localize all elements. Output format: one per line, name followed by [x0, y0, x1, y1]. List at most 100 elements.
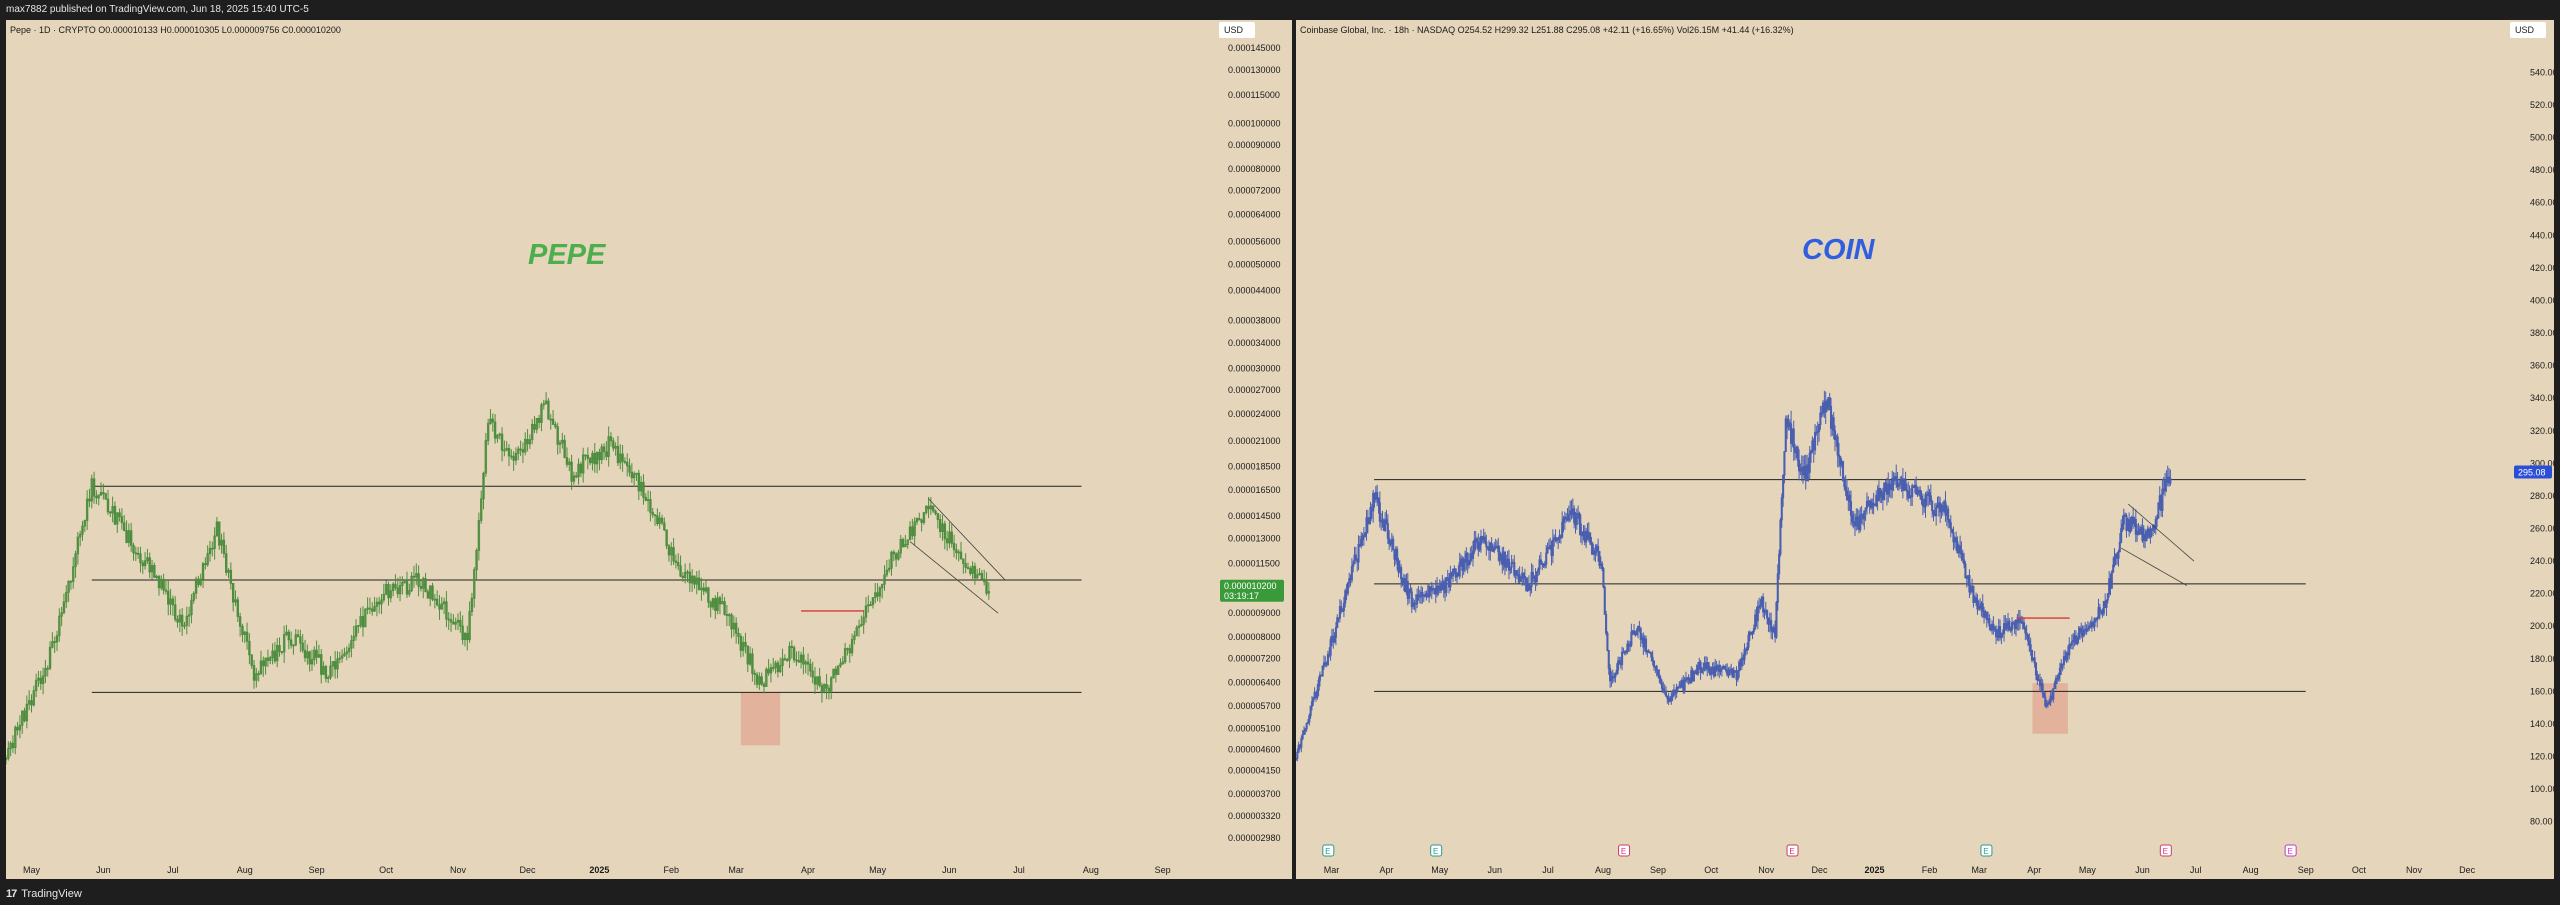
pepe-candle-body	[639, 481, 643, 492]
pepe-candle-body	[289, 639, 293, 646]
pepe-x-tick-label: Jun	[942, 865, 957, 875]
pepe-candle-body	[255, 673, 258, 681]
coin-candle-body	[1872, 502, 1875, 505]
pepe-candle-body	[111, 505, 114, 514]
coin-candle-body	[1309, 705, 1312, 717]
coin-chart-pane[interactable]: 540.00 520.00 500.00 480.00 460.00 440.00 420.…	[1296, 20, 2554, 879]
pepe-candle-body	[987, 591, 991, 594]
pepe-candle-body	[412, 575, 416, 578]
coin-candle-body	[1696, 665, 1699, 675]
pepe-candle-body	[222, 539, 226, 555]
pepe-y-tick-label: 0.000016500	[1228, 485, 1281, 495]
pepe-candle-body	[125, 530, 128, 543]
pepe-candle-body	[663, 522, 666, 531]
pepe-candle-body	[461, 625, 464, 641]
pepe-currency-button[interactable]: USD	[1219, 22, 1256, 38]
pepe-candle-body	[60, 612, 63, 617]
coin-candle-body	[1342, 602, 1345, 611]
coin-candle-body	[1907, 490, 1910, 499]
coin-candle-body	[1935, 507, 1938, 517]
coin-candle-body	[1928, 492, 1931, 497]
pepe-candle-body	[46, 667, 49, 670]
pepe-candle-body	[368, 607, 372, 610]
coin-candle-body	[1932, 510, 1935, 515]
pepe-candle-body	[227, 569, 230, 573]
pepe-x-tick-label: 2025	[589, 865, 609, 875]
pepe-candle-body	[774, 662, 777, 669]
pepe-candle-body	[120, 516, 124, 524]
pepe-y-tick-label: 0.000064000	[1228, 209, 1281, 219]
pepe-candle-body	[482, 472, 485, 500]
pepe-candle-body	[250, 654, 253, 666]
tradingview-logo[interactable]: 17 TradingView	[6, 888, 82, 900]
pepe-candle-body	[762, 683, 766, 687]
coin-chart-svg[interactable]: 540.00 520.00 500.00 480.00 460.00 440.00 420.…	[1296, 20, 2554, 879]
coin-candle-body	[1687, 677, 1690, 680]
pepe-y-tick-label: 0.000014500	[1228, 511, 1281, 521]
pepe-candle-body	[99, 492, 103, 496]
pepe-candle-body	[980, 573, 984, 580]
coin-candle-body	[1491, 550, 1495, 552]
coin-candle-body	[1353, 554, 1356, 565]
coin-candle-body	[1743, 649, 1746, 661]
pepe-candle-body	[823, 684, 826, 693]
pepe-candle-body	[65, 591, 68, 603]
pepe-candle-body	[945, 538, 949, 544]
pepe-y-tick-label: 0.000003320	[1228, 811, 1281, 821]
pepe-candle-body	[426, 591, 430, 599]
coin-currency-button[interactable]: USD	[2510, 22, 2547, 38]
coin-candle-body	[2082, 629, 2085, 637]
pepe-candle-body	[475, 550, 478, 571]
coin-candle-body	[2112, 564, 2115, 573]
coin-candle-body	[1723, 665, 1726, 670]
coin-candle-body	[1851, 514, 1854, 523]
pepe-candle-body	[343, 653, 346, 657]
coin-candle-body	[2145, 531, 2148, 542]
pepe-candle-body	[755, 674, 759, 685]
coin-candle-body	[1904, 480, 1907, 491]
pepe-y-tick-label: 0.000050000	[1228, 260, 1281, 270]
pepe-chart-svg[interactable]: 0.000145000 0.000130000 0.000115000 0.00010…	[6, 20, 1292, 879]
pepe-candle-body	[303, 649, 307, 659]
coin-candle-body	[1756, 606, 1759, 622]
pepe-y-tick-label: 0.000027000	[1228, 385, 1281, 395]
pepe-candle-body	[528, 439, 532, 445]
coin-candle-body	[1647, 650, 1650, 653]
coin-candle-body	[1388, 537, 1391, 544]
pepe-candle-body	[282, 634, 286, 653]
pepe-candle-body	[324, 666, 328, 679]
pepe-highlight-box	[740, 692, 781, 746]
pepe-chart-pane[interactable]: 0.000145000 0.000130000 0.000115000 0.00010…	[6, 20, 1292, 879]
pepe-candle-body	[169, 598, 172, 605]
coin-candle-body	[1310, 701, 1314, 707]
pepe-candle-body	[811, 670, 814, 678]
pepe-y-tick-label: 0.000115000	[1228, 90, 1280, 100]
coin-candle-body	[1998, 626, 2002, 638]
pepe-candle-body	[962, 558, 965, 564]
coin-candle-body	[1707, 662, 1710, 670]
coin-y-tick-label: 240.00	[2530, 556, 2554, 566]
coin-candle-body	[1352, 563, 1355, 567]
coin-y-tick-label: 180.00	[2530, 654, 2554, 664]
pepe-candle-body	[473, 569, 476, 599]
pepe-candle-body	[123, 522, 126, 532]
pepe-x-tick-label: Jun	[96, 865, 111, 875]
coin-event-marker-label: E	[1983, 847, 1988, 856]
pepe-candle-body	[540, 404, 543, 423]
pepe-x-tick-label: Feb	[664, 865, 680, 875]
coin-candle-body	[1905, 489, 1908, 492]
coin-wedge-lower-line	[2120, 547, 2188, 586]
coin-candle-body	[1365, 517, 1368, 533]
coin-candle-body	[1590, 542, 1593, 545]
pepe-candle-body	[102, 492, 105, 495]
pepe-candle-body	[440, 603, 443, 610]
pepe-candle-body	[765, 668, 768, 687]
pepe-candle-body	[667, 545, 671, 556]
coin-candle-body	[1400, 567, 1403, 580]
pepe-candle-body	[619, 453, 622, 464]
coin-candle-body	[1852, 521, 1855, 524]
pepe-candle-body	[329, 665, 332, 678]
pepe-wedge-upper-line	[928, 498, 1006, 581]
pepe-candle-body	[466, 632, 469, 641]
coin-candle-body	[1562, 518, 1565, 523]
